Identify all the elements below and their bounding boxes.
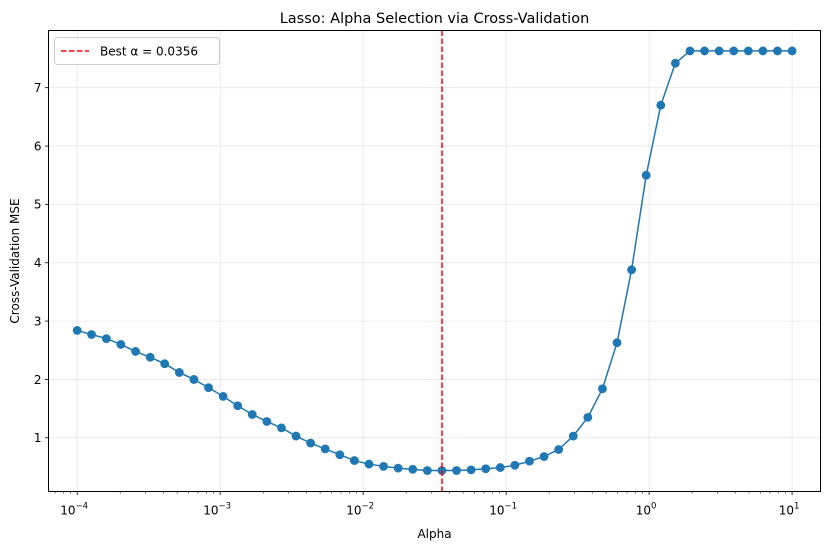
x-axis-label: Alpha [417,527,451,541]
data-point [160,359,170,369]
data-layer [72,30,797,492]
legend-label-best-alpha: Best α = 0.0356 [100,45,198,59]
y-tick-label: 7 [34,81,42,95]
data-point [189,375,199,384]
y-tick-label: 1 [34,431,42,445]
x-tick-label: 101 [779,502,800,518]
data-point [627,265,637,275]
data-point [87,330,96,339]
data-point [379,462,388,471]
data-point [349,456,359,465]
data-point [495,463,505,472]
x-axis: 10−4 10−3 10−2 10−1 100 101 [54,491,800,518]
data-point [729,46,739,56]
data-point [131,347,140,356]
data-point [583,412,593,422]
data-point [320,444,330,454]
data-point [116,340,126,349]
data-point [525,456,534,466]
y-tick-label: 6 [34,139,42,153]
y-axis-label: Cross-Validation MSE [8,198,22,323]
y-axis: 1 2 3 4 5 6 7 [34,81,49,445]
data-point [539,452,549,461]
data-point [641,170,651,180]
legend-box [54,37,220,65]
x-tick-label: 10−4 [60,502,88,518]
data-point [568,431,578,441]
data-point [262,417,272,426]
y-tick-label: 3 [34,314,42,328]
data-point [758,46,768,56]
data-point [422,466,432,475]
x-tick-label: 100 [636,502,657,518]
x-tick-label: 10−3 [203,502,231,518]
x-tick-label: 10−1 [489,502,517,518]
data-point [277,423,286,433]
data-point [787,46,797,56]
y-tick-label: 4 [34,256,42,270]
grid [48,30,821,492]
chart-title: Lasso: Alpha Selection via Cross-Validat… [280,11,590,27]
legend: Best α = 0.0356 [54,37,220,65]
data-point [598,384,607,394]
data-point [700,46,709,56]
data-point [145,352,155,362]
data-point [452,466,461,475]
x-tick-label: 10−2 [346,502,374,518]
data-point [554,445,564,454]
plot-frame [48,30,821,492]
data-point [656,100,666,110]
data-point [335,450,345,460]
data-point [291,431,301,441]
data-point [364,459,374,469]
data-point [247,410,257,419]
data-point [233,401,243,411]
data-point [72,326,82,335]
data-point [393,463,403,473]
data-point [743,46,753,56]
data-point [174,368,184,377]
data-point [306,438,316,448]
data-point [510,460,520,470]
data-point [466,465,476,475]
data-point [773,46,782,56]
data-point [408,464,418,474]
data-point [714,46,724,56]
data-point [437,466,447,475]
data-point [481,464,491,474]
data-point [612,338,622,348]
data-point [218,391,228,401]
y-tick-label: 5 [34,198,42,212]
data-point [685,46,695,56]
data-point [101,334,111,344]
y-tick-label: 2 [34,373,42,387]
data-point [204,383,213,393]
data-point [670,58,680,68]
